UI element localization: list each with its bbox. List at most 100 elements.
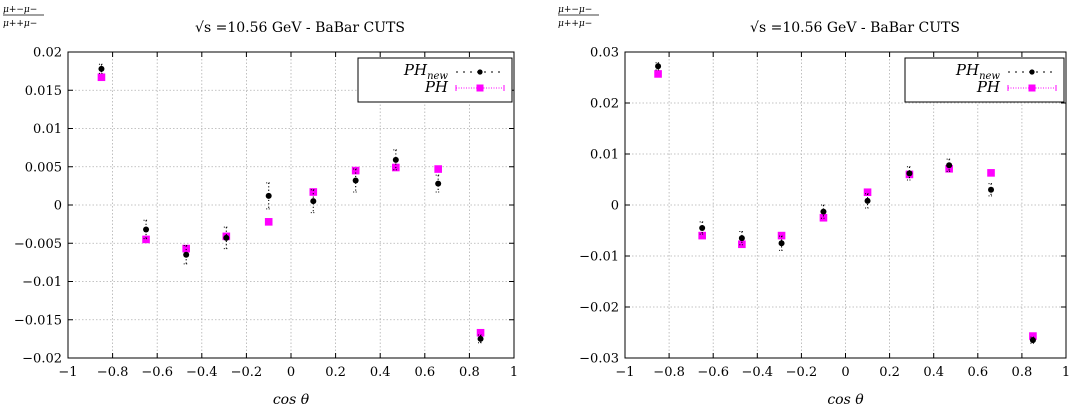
y-tick-label: −0.01 xyxy=(22,275,62,290)
ph-point xyxy=(1029,332,1037,340)
x-axis-label: cos θ xyxy=(827,392,864,408)
ph-point xyxy=(777,231,786,240)
ph-new-point xyxy=(699,224,706,231)
y-tick-label: −0.01 xyxy=(579,250,619,265)
ph-point xyxy=(945,164,953,173)
legend-marker-ph-new xyxy=(477,69,483,75)
x-tick-label: −0.2 xyxy=(231,365,263,380)
y-tick-label: −0.005 xyxy=(14,237,62,252)
ph-new-point xyxy=(435,180,442,187)
x-tick-label: 0.4 xyxy=(923,365,944,380)
ph-new-point xyxy=(98,65,105,72)
y-tick-label: 0.02 xyxy=(590,97,619,112)
y-tick-label: 0 xyxy=(611,199,619,214)
x-tick-label: 0.8 xyxy=(1012,365,1033,380)
y-label-numerator: μ+−μ− xyxy=(3,5,37,15)
ph-point xyxy=(654,70,662,78)
ph-new-point xyxy=(655,63,662,70)
ph-new-point xyxy=(906,170,913,177)
legend-label-ph: PH xyxy=(424,78,449,96)
plot-frame xyxy=(624,51,1067,359)
x-tick-label: 0.6 xyxy=(414,365,435,380)
ph-point xyxy=(698,231,706,240)
ph-new-point xyxy=(778,240,785,247)
ph-new-point xyxy=(223,234,230,241)
ph-point xyxy=(476,328,485,337)
legend-box xyxy=(904,57,1065,103)
x-tick-label: 0.2 xyxy=(879,365,900,380)
ph-new-point xyxy=(988,186,995,193)
ph-new-point xyxy=(1029,337,1036,344)
y-tick-label: −0.015 xyxy=(14,313,62,328)
legend-marker-ph-new xyxy=(1029,69,1035,75)
chart-left: μ+−μ− μ++μ− √s =10.56 GeV - BaBar CUTS −0.0… xyxy=(0,0,545,412)
ph-new-point xyxy=(946,162,953,169)
ph-point xyxy=(142,235,150,244)
ph-new-point xyxy=(310,198,317,205)
y-tick-label: −0.02 xyxy=(579,301,619,316)
ph-new-point xyxy=(820,208,827,215)
x-tick-label: 0 xyxy=(841,365,849,380)
y-label-numerator: μ+−μ− xyxy=(558,5,592,15)
x-tick-label: −0.6 xyxy=(697,365,729,380)
ph-new-point xyxy=(392,156,399,163)
ph-point xyxy=(863,188,872,197)
ph-point xyxy=(819,213,828,222)
x-tick-label: −0.6 xyxy=(141,365,173,380)
y-tick-label: −0.02 xyxy=(22,352,62,367)
x-tick-label: 0.2 xyxy=(325,365,346,380)
ph-point xyxy=(351,166,360,175)
ph-point xyxy=(264,218,273,226)
y-label-denominator: μ++μ− xyxy=(558,19,592,29)
plot-frame xyxy=(67,51,515,359)
y-tick-label: 0.015 xyxy=(25,84,62,99)
y-label-denominator: μ++μ− xyxy=(3,19,37,29)
x-tick-label: −0.8 xyxy=(653,365,685,380)
y-axis-label: μ+−μ− μ++μ− xyxy=(558,5,599,29)
x-tick-label: 0.4 xyxy=(370,365,391,380)
y-axis-label: μ+−μ− μ++μ− xyxy=(3,5,44,29)
x-tick-label: 0 xyxy=(287,365,295,380)
y-tick-label: 0.01 xyxy=(33,122,62,137)
chart-right: μ+−μ− μ++μ− √s =10.56 GeV - BaBar CUTS −0.0… xyxy=(555,0,1091,412)
ph-new-point xyxy=(738,235,745,242)
ph-point xyxy=(182,244,190,253)
y-tick-label: 0.03 xyxy=(590,46,619,61)
chart-right-svg: μ+−μ− μ++μ− √s =10.56 GeV - BaBar CUTS −0.0… xyxy=(558,5,1070,408)
ph-point xyxy=(97,73,106,82)
chart-left-svg: μ+−μ− μ++μ− √s =10.56 GeV - BaBar CUTS −0.0… xyxy=(3,5,518,408)
legend-box xyxy=(357,57,513,103)
ph-point xyxy=(738,240,746,249)
x-tick-label: −1 xyxy=(615,365,634,380)
y-tick-label: 0 xyxy=(54,199,62,214)
x-tick-label: −0.4 xyxy=(742,365,774,380)
x-tick-label: −1 xyxy=(58,365,77,380)
ph-new-point xyxy=(143,226,150,233)
chart-title: √s =10.56 GeV - BaBar CUTS xyxy=(750,20,960,36)
ph-new-point xyxy=(352,177,359,184)
y-tick-label: 0.01 xyxy=(590,148,619,163)
x-tick-label: 1 xyxy=(1062,365,1070,380)
y-tick-label: −0.03 xyxy=(579,352,619,367)
ph-new-point xyxy=(265,192,272,199)
legend-marker-ph xyxy=(1028,84,1036,92)
ph-point xyxy=(987,169,995,177)
ph-new-point xyxy=(183,251,190,258)
x-tick-label: −0.2 xyxy=(786,365,818,380)
ph-new-point xyxy=(864,197,871,204)
y-tick-label: 0.02 xyxy=(33,46,62,61)
legend-label-ph: PH xyxy=(976,78,1001,96)
ph-point xyxy=(434,165,442,173)
x-tick-label: 1 xyxy=(510,365,518,380)
x-tick-label: −0.8 xyxy=(97,365,129,380)
x-tick-label: −0.4 xyxy=(186,365,218,380)
ph-new-point xyxy=(477,335,484,342)
x-tick-label: 0.6 xyxy=(967,365,988,380)
x-axis-label: cos θ xyxy=(273,392,310,408)
x-tick-label: 0.8 xyxy=(459,365,480,380)
ph-point xyxy=(309,188,318,196)
legend-marker-ph xyxy=(476,84,484,92)
y-tick-label: 0.005 xyxy=(25,160,62,175)
